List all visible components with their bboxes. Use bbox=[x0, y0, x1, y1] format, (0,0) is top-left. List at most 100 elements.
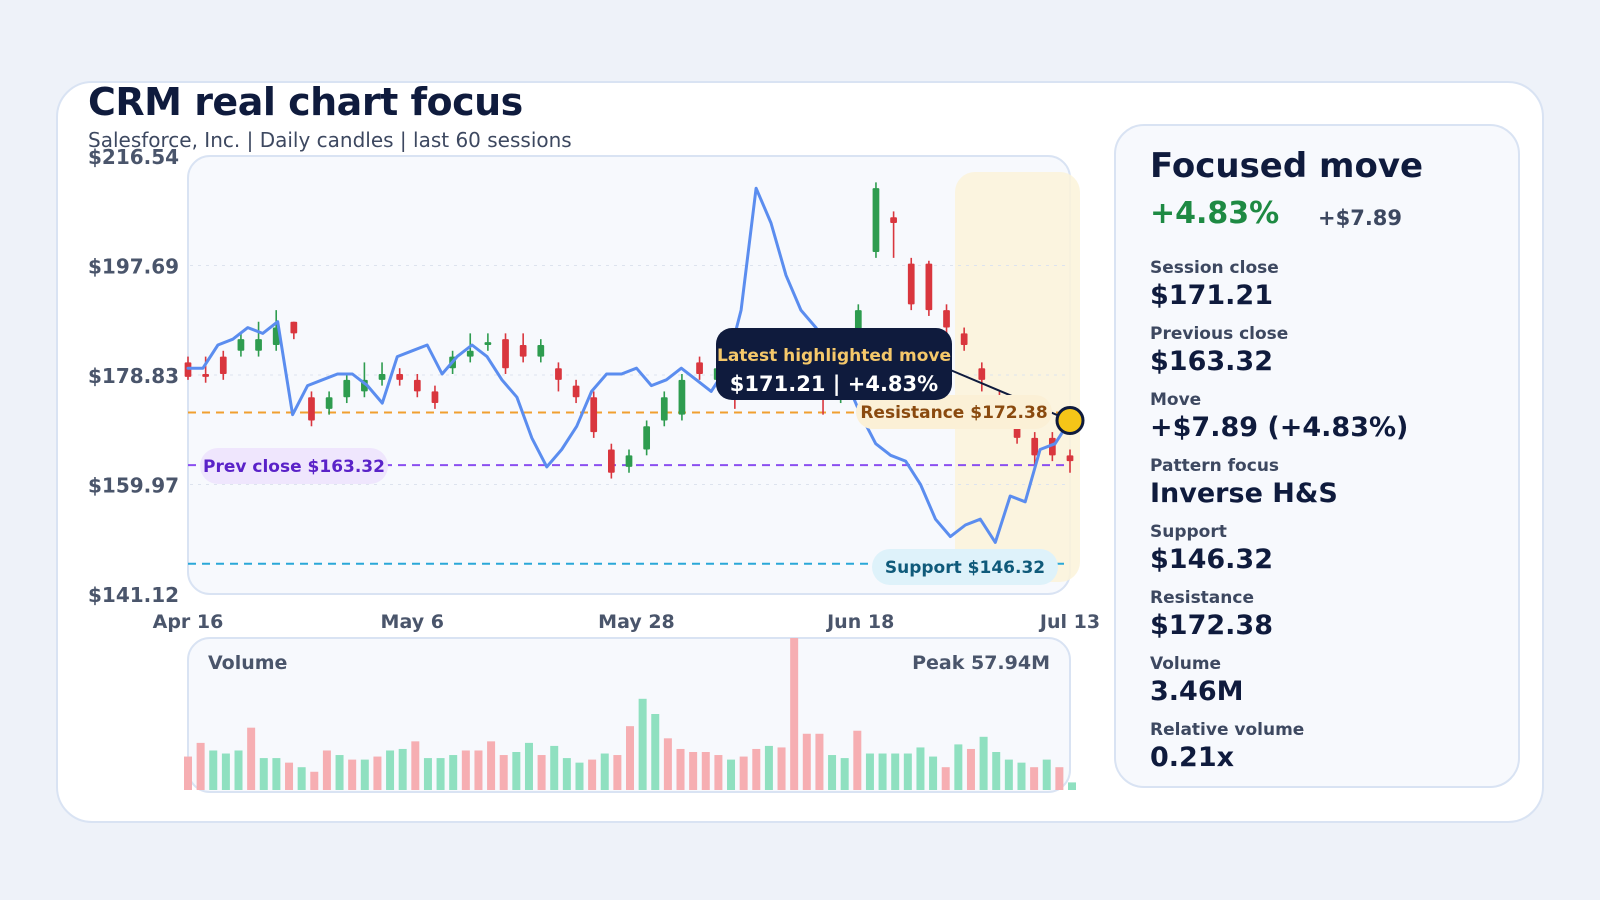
volume-bar bbox=[676, 748, 685, 790]
volume-bar bbox=[663, 738, 672, 790]
candle-body bbox=[696, 362, 703, 375]
candle-body bbox=[643, 426, 651, 450]
stat-value-pattern-focus: Inverse H&S bbox=[1150, 478, 1338, 509]
volume-bar bbox=[764, 745, 773, 790]
volume-bar bbox=[386, 750, 395, 790]
y-tick-label: $216.54 bbox=[88, 145, 179, 169]
candle-body bbox=[431, 391, 439, 404]
page-subtitle: Salesforce, Inc. | Daily candles | last … bbox=[88, 128, 572, 152]
volume-bar bbox=[941, 767, 950, 790]
candle-body bbox=[413, 379, 421, 392]
volume-bar bbox=[297, 767, 306, 790]
candle-body bbox=[466, 350, 474, 357]
y-tick-label: $178.83 bbox=[88, 364, 179, 388]
volume-bar bbox=[575, 762, 584, 790]
stat-value-session-close: $171.21 bbox=[1150, 280, 1273, 311]
candle-body bbox=[378, 374, 386, 380]
volume-bar bbox=[474, 750, 483, 790]
volume-bar bbox=[285, 762, 294, 790]
x-tick-label: Apr 16 bbox=[153, 611, 224, 633]
candle-body bbox=[872, 188, 880, 253]
page-title: CRM real chart focus bbox=[88, 80, 523, 124]
volume-bar bbox=[259, 758, 268, 790]
candle-body bbox=[537, 344, 545, 357]
focused-move-abs: +$7.89 bbox=[1318, 206, 1403, 230]
candle-body bbox=[396, 374, 404, 380]
candle-body bbox=[590, 397, 598, 433]
y-tick-label: $141.12 bbox=[88, 583, 179, 607]
candle-body bbox=[678, 379, 686, 415]
volume-bar bbox=[790, 638, 799, 790]
stat-value-relative-volume: 0.21x bbox=[1150, 742, 1235, 773]
volume-bar bbox=[461, 750, 470, 790]
volume-bar bbox=[234, 750, 243, 790]
close-price-line bbox=[186, 186, 1072, 544]
candle-body bbox=[219, 356, 227, 375]
volume-bar bbox=[979, 736, 988, 790]
volume-bar bbox=[272, 758, 281, 790]
x-tick-label: May 28 bbox=[598, 611, 675, 633]
stat-label-volume: Volume bbox=[1150, 654, 1222, 674]
candle-body bbox=[484, 342, 492, 345]
focused-move-panel bbox=[1114, 124, 1520, 788]
volume-bar bbox=[423, 758, 432, 790]
volume-bar bbox=[878, 753, 887, 790]
candle-body bbox=[502, 339, 509, 369]
annotation-value: $171.21 | +4.83% bbox=[730, 372, 938, 397]
volume-bar bbox=[562, 758, 571, 790]
volume-bar bbox=[335, 755, 344, 790]
volume-bar bbox=[752, 748, 761, 790]
volume-bar bbox=[802, 733, 811, 790]
candle-body bbox=[943, 310, 950, 328]
volume-bar bbox=[954, 744, 963, 790]
x-tick-label: May 6 bbox=[381, 611, 444, 633]
stat-value-move: +$7.89 (+4.83%) bbox=[1150, 412, 1409, 443]
prev-close-label-bg bbox=[200, 448, 388, 484]
volume-bar bbox=[398, 748, 407, 790]
volume-bar bbox=[360, 759, 369, 790]
candle-body bbox=[325, 397, 333, 409]
volume-bar bbox=[689, 752, 698, 790]
volume-bar bbox=[1068, 782, 1076, 790]
highlight-band bbox=[955, 172, 1080, 582]
volume-bar bbox=[714, 755, 723, 790]
volume-peak-label: Peak 57.94M bbox=[912, 652, 1050, 674]
volume-bar bbox=[1004, 759, 1013, 790]
focused-move-title: Focused move bbox=[1150, 146, 1424, 186]
candle-body bbox=[308, 397, 315, 421]
stat-label-relative-volume: Relative volume bbox=[1150, 720, 1305, 740]
candle-body bbox=[625, 455, 633, 467]
volume-bar bbox=[487, 741, 496, 790]
volume-bar bbox=[373, 756, 382, 790]
volume-bar bbox=[815, 733, 824, 790]
focused-move-pct: +4.83% bbox=[1150, 196, 1280, 231]
volume-bar bbox=[1017, 762, 1026, 790]
candle-body bbox=[978, 368, 986, 380]
stat-value-support: $146.32 bbox=[1150, 544, 1273, 575]
stat-label-resistance: Resistance bbox=[1150, 588, 1254, 608]
support-label-bg bbox=[872, 549, 1058, 585]
candle-body bbox=[237, 339, 245, 351]
volume-bar bbox=[1055, 767, 1064, 790]
volume-bar bbox=[209, 750, 218, 790]
annotation-box bbox=[716, 328, 952, 400]
candle-body bbox=[255, 339, 262, 351]
volume-bar bbox=[411, 741, 420, 790]
candle-body bbox=[607, 449, 615, 473]
volume-bar bbox=[929, 756, 938, 790]
x-tick-label: Jun 18 bbox=[825, 611, 894, 633]
stat-label-support: Support bbox=[1150, 522, 1227, 542]
volume-bar bbox=[992, 752, 1001, 790]
volume-bar bbox=[247, 727, 256, 790]
candle-body bbox=[907, 263, 915, 305]
candle-body bbox=[1048, 437, 1056, 456]
candle-body bbox=[555, 368, 562, 380]
volume-bar bbox=[524, 742, 533, 790]
candle-body bbox=[660, 397, 668, 421]
volume-bar bbox=[840, 758, 849, 790]
volume-bar bbox=[449, 755, 458, 790]
volume-bar bbox=[727, 759, 736, 790]
volume-bar bbox=[651, 714, 660, 790]
volume-bar bbox=[221, 753, 230, 790]
volume-bar bbox=[853, 730, 862, 790]
